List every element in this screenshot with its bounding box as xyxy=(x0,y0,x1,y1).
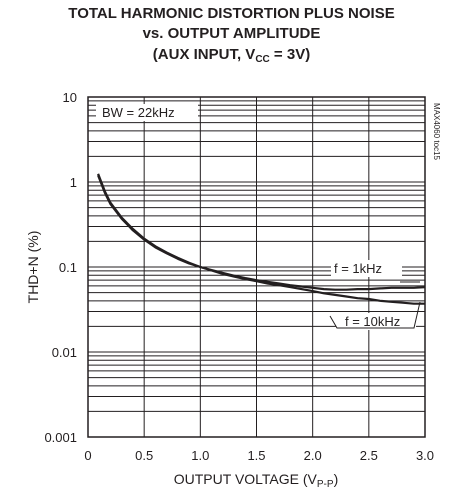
y-tick-label: 0.01 xyxy=(52,345,77,360)
series-label-1khz: f = 1kHz xyxy=(334,261,382,276)
grid xyxy=(88,97,425,437)
title-line-3-post: = 3V) xyxy=(269,46,311,63)
x-axis-label: OUTPUT VOLTAGE (VP-P) xyxy=(174,471,338,490)
plot-frame xyxy=(87,96,426,438)
series-label-bg-10k xyxy=(336,313,416,330)
series-line-10khz xyxy=(97,173,425,305)
y-tick-label: 0.001 xyxy=(44,430,77,445)
x-axis-label-pre: OUTPUT VOLTAGE (V xyxy=(174,471,318,487)
chart-title-line-2: vs. OUTPUT AMPLITUDE xyxy=(142,25,321,42)
x-tick-label: 1.0 xyxy=(191,448,209,463)
figure-tag: MAX4060 toc15 xyxy=(432,103,441,160)
bw-annotation: BW = 22kHz xyxy=(102,105,175,120)
y-tick-label: 1 xyxy=(70,175,77,190)
y-tick-label: 10 xyxy=(63,90,77,105)
series-layer xyxy=(97,173,426,305)
x-tick-label: 0 xyxy=(84,448,91,463)
chart-title-line-1: TOTAL HARMONIC DISTORTION PLUS NOISE xyxy=(68,5,395,22)
title-line-3-pre: (AUX INPUT, V xyxy=(152,46,256,63)
series-label-bg-1k xyxy=(331,260,402,277)
series-label-10khz: f = 10kHz xyxy=(345,314,400,329)
x-axis-label-post: ) xyxy=(334,471,339,487)
x-axis-label-sub: P-P xyxy=(317,479,334,490)
title-line-3-sub: CC xyxy=(255,54,270,65)
series-label-10k-leader xyxy=(329,301,421,329)
y-tick-label: 0.1 xyxy=(59,260,77,275)
x-tick-label: 0.5 xyxy=(135,448,153,463)
y-axis-label: THD+N (%) xyxy=(25,231,41,304)
x-tick-label: 2.5 xyxy=(360,448,378,463)
x-tick-label: 2.0 xyxy=(304,448,322,463)
x-tick-label: 1.5 xyxy=(247,448,265,463)
bw-annotation-box xyxy=(96,104,198,121)
chart-title-line-3: (AUX INPUT, VCC = 3V) xyxy=(0,45,463,65)
tick-labels: 0 0.5 1.0 1.5 2.0 2.5 3.0 0.001 0.01 0.1 1 10 xyxy=(44,90,434,463)
x-tick-label: 3.0 xyxy=(416,448,434,463)
